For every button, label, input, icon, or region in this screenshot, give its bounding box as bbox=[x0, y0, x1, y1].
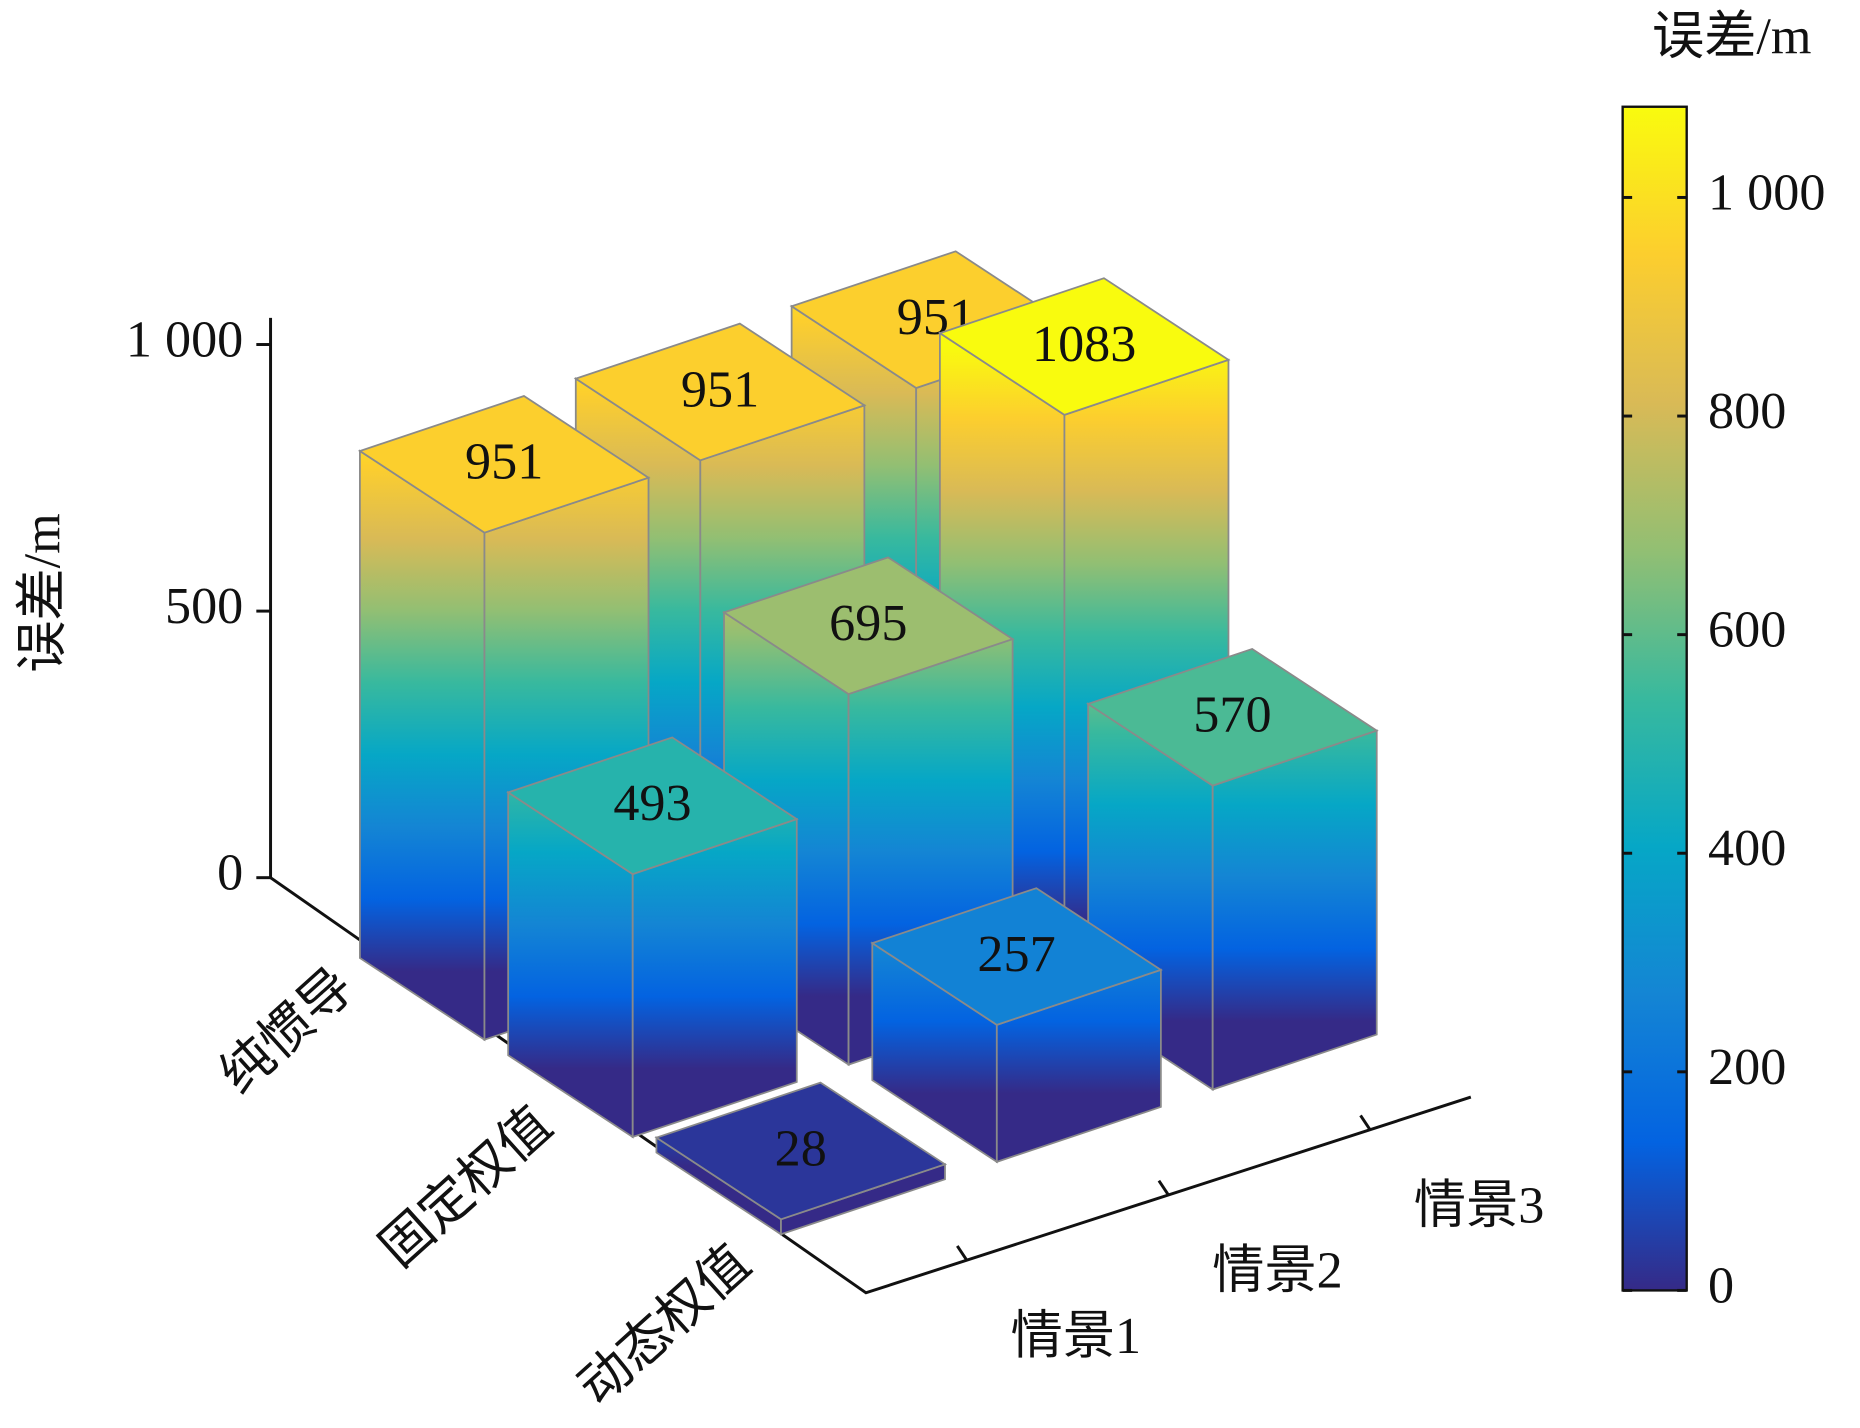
col-tick bbox=[1359, 1114, 1372, 1131]
value-label: 1083 bbox=[1032, 316, 1136, 373]
row-label: 纯惯导 bbox=[210, 958, 364, 1105]
z-tick-label: 0 bbox=[217, 845, 243, 902]
bar-top-face bbox=[937, 277, 1231, 416]
colorbar-tick-label: 1 000 bbox=[1708, 164, 1825, 221]
bar-top-face bbox=[506, 736, 799, 876]
bar-left-face bbox=[359, 449, 486, 1042]
bar: 493 bbox=[506, 736, 799, 1139]
colorbar-tick-label: 200 bbox=[1708, 1039, 1786, 1096]
colorbar-tick-label: 600 bbox=[1708, 602, 1786, 659]
bar: 570 bbox=[1086, 647, 1379, 1092]
col-tick bbox=[956, 1245, 969, 1261]
value-label: 257 bbox=[977, 926, 1055, 983]
colorbar bbox=[1621, 105, 1688, 1292]
value-label: 28 bbox=[775, 1120, 827, 1177]
value-label: 570 bbox=[1193, 687, 1271, 744]
colorbar-tick-label: 0 bbox=[1708, 1257, 1734, 1314]
bar-top-face bbox=[573, 322, 867, 462]
bar: 257 bbox=[870, 887, 1163, 1164]
z-tick-label: 1 000 bbox=[126, 311, 243, 368]
z-tick-label: 500 bbox=[165, 578, 243, 635]
col-tick bbox=[1157, 1179, 1170, 1196]
col-label: 情景3 bbox=[1414, 1177, 1544, 1234]
bar-front-face bbox=[1211, 729, 1378, 1091]
value-label: 951 bbox=[681, 361, 759, 418]
bar: 28 bbox=[654, 1081, 948, 1236]
bar-top-face bbox=[722, 556, 1015, 696]
col-label: 情景2 bbox=[1212, 1243, 1342, 1300]
bar-top-face bbox=[1086, 647, 1379, 787]
row-label: 动态权值 bbox=[568, 1235, 761, 1417]
bar-top-face bbox=[357, 395, 651, 534]
colorbar-tick-label: 800 bbox=[1708, 383, 1786, 440]
row-label: 固定权值 bbox=[370, 1096, 563, 1278]
value-label: 951 bbox=[465, 434, 543, 491]
bar-top-face bbox=[654, 1081, 948, 1221]
bar-top-face bbox=[870, 887, 1163, 1026]
value-label: 493 bbox=[613, 775, 691, 832]
col-label: 情景1 bbox=[1011, 1308, 1141, 1365]
colorbar-tick-label: 400 bbox=[1708, 820, 1786, 877]
colorbar-title: 误差/m bbox=[1652, 8, 1811, 65]
z-axis-label: 误差/m bbox=[15, 513, 72, 672]
value-label: 695 bbox=[829, 595, 907, 652]
